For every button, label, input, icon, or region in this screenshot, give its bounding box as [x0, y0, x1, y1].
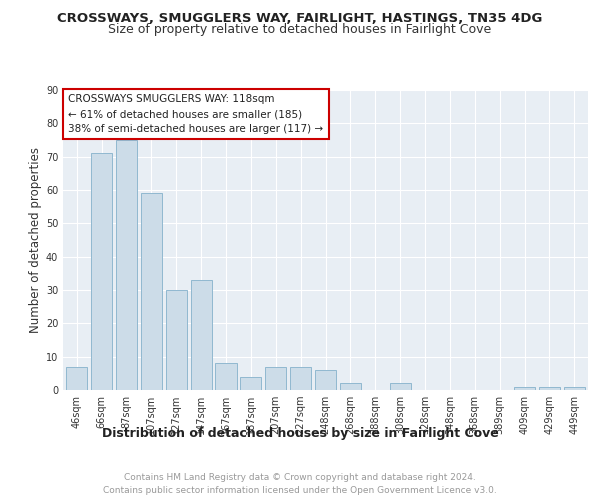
Text: Distribution of detached houses by size in Fairlight Cove: Distribution of detached houses by size …: [101, 428, 499, 440]
Text: CROSSWAYS SMUGGLERS WAY: 118sqm
← 61% of detached houses are smaller (185)
38% o: CROSSWAYS SMUGGLERS WAY: 118sqm ← 61% of…: [68, 94, 323, 134]
Y-axis label: Number of detached properties: Number of detached properties: [29, 147, 41, 333]
Bar: [290, 366, 311, 390]
Bar: [539, 386, 560, 390]
Bar: [240, 376, 262, 390]
Text: CROSSWAYS, SMUGGLERS WAY, FAIRLIGHT, HASTINGS, TN35 4DG: CROSSWAYS, SMUGGLERS WAY, FAIRLIGHT, HAS…: [58, 12, 542, 26]
Bar: [215, 364, 236, 390]
Bar: [91, 154, 112, 390]
Bar: [265, 366, 286, 390]
Text: Size of property relative to detached houses in Fairlight Cove: Size of property relative to detached ho…: [109, 22, 491, 36]
Bar: [66, 366, 87, 390]
Bar: [166, 290, 187, 390]
Bar: [191, 280, 212, 390]
Text: Contains HM Land Registry data © Crown copyright and database right 2024.
Contai: Contains HM Land Registry data © Crown c…: [103, 473, 497, 495]
Bar: [340, 384, 361, 390]
Bar: [514, 386, 535, 390]
Bar: [116, 140, 137, 390]
Bar: [315, 370, 336, 390]
Bar: [389, 384, 411, 390]
Bar: [141, 194, 162, 390]
Bar: [564, 386, 585, 390]
